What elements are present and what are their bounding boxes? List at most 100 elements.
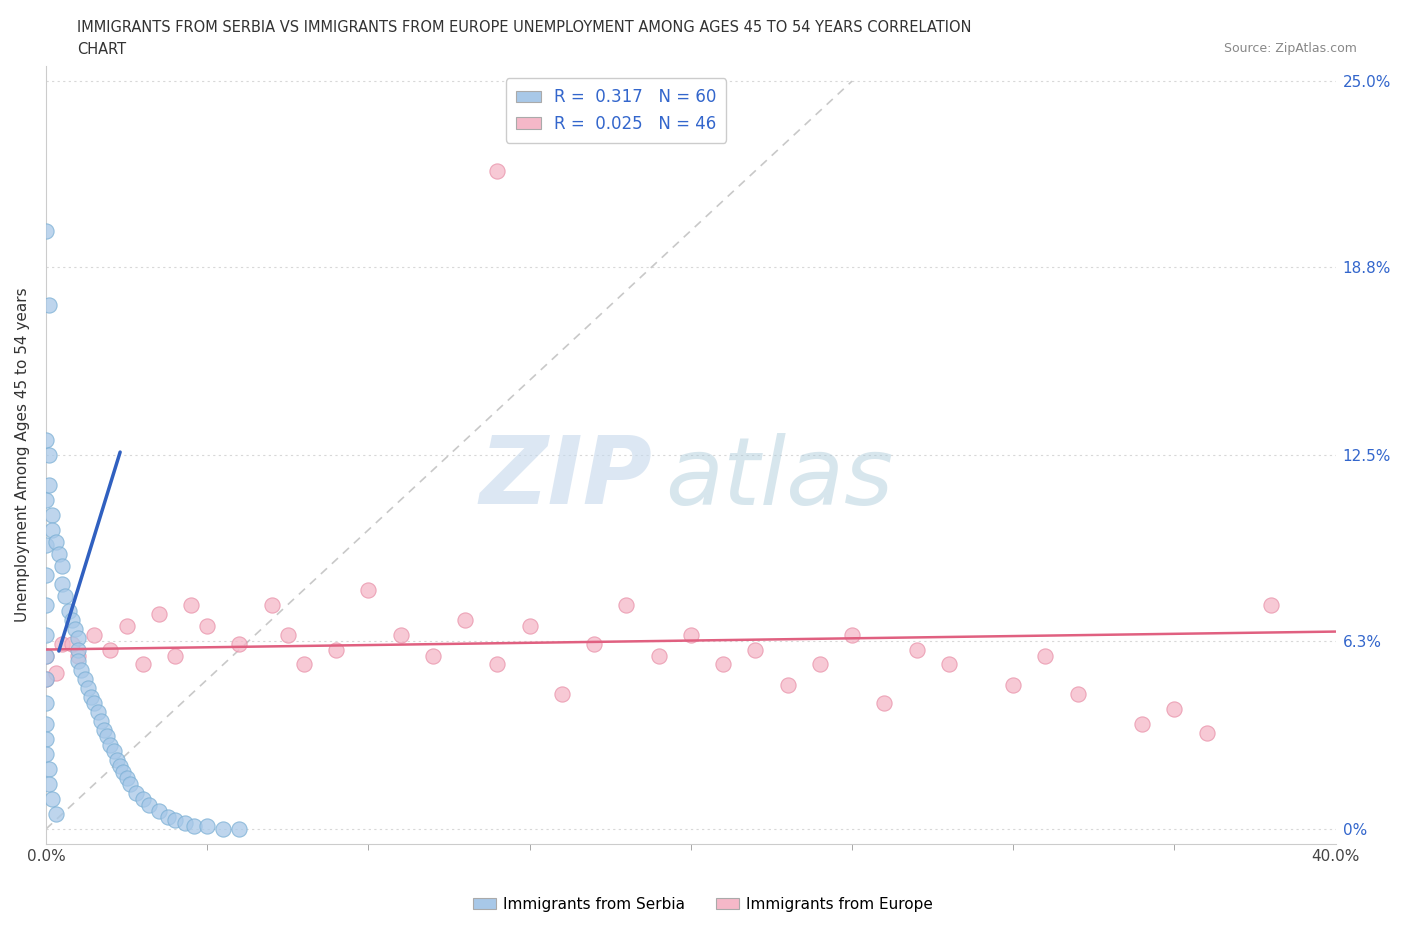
Point — [83, 627, 105, 642]
Point — [77, 681, 100, 696]
Point — [58, 604, 80, 618]
Point — [131, 791, 153, 806]
Point — [35, 732, 58, 747]
Point — [841, 627, 863, 642]
Point — [277, 627, 299, 642]
Point — [35, 648, 58, 663]
Point — [183, 818, 205, 833]
Point — [486, 164, 509, 179]
Point — [38, 477, 60, 492]
Legend: Immigrants from Serbia, Immigrants from Europe: Immigrants from Serbia, Immigrants from … — [467, 891, 939, 918]
Point — [41, 523, 63, 538]
Point — [60, 636, 83, 651]
Point — [938, 658, 960, 672]
Point — [35, 223, 58, 238]
Point — [744, 642, 766, 657]
Point — [180, 597, 202, 612]
Point — [45, 806, 67, 821]
Point — [195, 818, 218, 833]
Text: IMMIGRANTS FROM SERBIA VS IMMIGRANTS FROM EUROPE UNEMPLOYMENT AMONG AGES 45 TO 5: IMMIGRANTS FROM SERBIA VS IMMIGRANTS FRO… — [77, 20, 972, 35]
Point — [38, 298, 60, 312]
Point — [35, 696, 58, 711]
Point — [35, 538, 58, 552]
Point — [45, 666, 67, 681]
Point — [100, 737, 122, 752]
Point — [80, 690, 103, 705]
Point — [103, 744, 125, 759]
Legend: R =  0.317   N = 60, R =  0.025   N = 46: R = 0.317 N = 60, R = 0.025 N = 46 — [506, 78, 727, 142]
Point — [35, 627, 58, 642]
Point — [35, 717, 58, 732]
Point — [118, 777, 141, 791]
Point — [35, 672, 58, 687]
Point — [115, 618, 138, 633]
Point — [38, 447, 60, 462]
Point — [679, 627, 702, 642]
Point — [100, 642, 122, 657]
Point — [93, 723, 115, 737]
Point — [67, 648, 90, 663]
Point — [51, 636, 73, 651]
Point — [163, 813, 186, 828]
Point — [1260, 597, 1282, 612]
Point — [67, 642, 90, 657]
Point — [90, 714, 112, 729]
Point — [228, 636, 250, 651]
Point — [486, 658, 509, 672]
Point — [41, 791, 63, 806]
Text: ZIP: ZIP — [479, 432, 652, 525]
Point — [1130, 717, 1153, 732]
Point — [108, 759, 131, 774]
Point — [212, 821, 235, 836]
Point — [357, 582, 380, 597]
Point — [148, 804, 170, 818]
Point — [35, 672, 58, 687]
Point — [1002, 678, 1025, 693]
Point — [48, 546, 70, 561]
Point — [711, 658, 734, 672]
Point — [325, 642, 347, 657]
Point — [551, 687, 574, 702]
Point — [115, 771, 138, 786]
Point — [45, 535, 67, 550]
Point — [614, 597, 637, 612]
Y-axis label: Unemployment Among Ages 45 to 54 years: Unemployment Among Ages 45 to 54 years — [15, 287, 30, 622]
Text: atlas: atlas — [665, 432, 893, 524]
Point — [112, 764, 135, 779]
Point — [38, 762, 60, 777]
Point — [1035, 648, 1057, 663]
Point — [422, 648, 444, 663]
Point — [1163, 702, 1185, 717]
Point — [35, 432, 58, 447]
Point — [35, 648, 58, 663]
Point — [86, 705, 108, 720]
Point — [292, 658, 315, 672]
Point — [105, 752, 128, 767]
Point — [51, 558, 73, 573]
Point — [67, 631, 90, 645]
Point — [1195, 725, 1218, 740]
Point — [63, 621, 86, 636]
Point — [519, 618, 541, 633]
Point — [157, 810, 180, 825]
Point — [454, 612, 477, 627]
Point — [260, 597, 283, 612]
Point — [53, 589, 76, 604]
Point — [195, 618, 218, 633]
Point — [35, 493, 58, 508]
Point — [35, 597, 58, 612]
Point — [873, 696, 896, 711]
Point — [73, 672, 96, 687]
Text: CHART: CHART — [77, 42, 127, 57]
Point — [808, 658, 831, 672]
Point — [70, 663, 93, 678]
Point — [647, 648, 669, 663]
Point — [67, 654, 90, 669]
Point — [389, 627, 412, 642]
Point — [125, 786, 148, 801]
Point — [83, 696, 105, 711]
Point — [148, 606, 170, 621]
Point — [35, 567, 58, 582]
Point — [41, 508, 63, 523]
Point — [35, 747, 58, 762]
